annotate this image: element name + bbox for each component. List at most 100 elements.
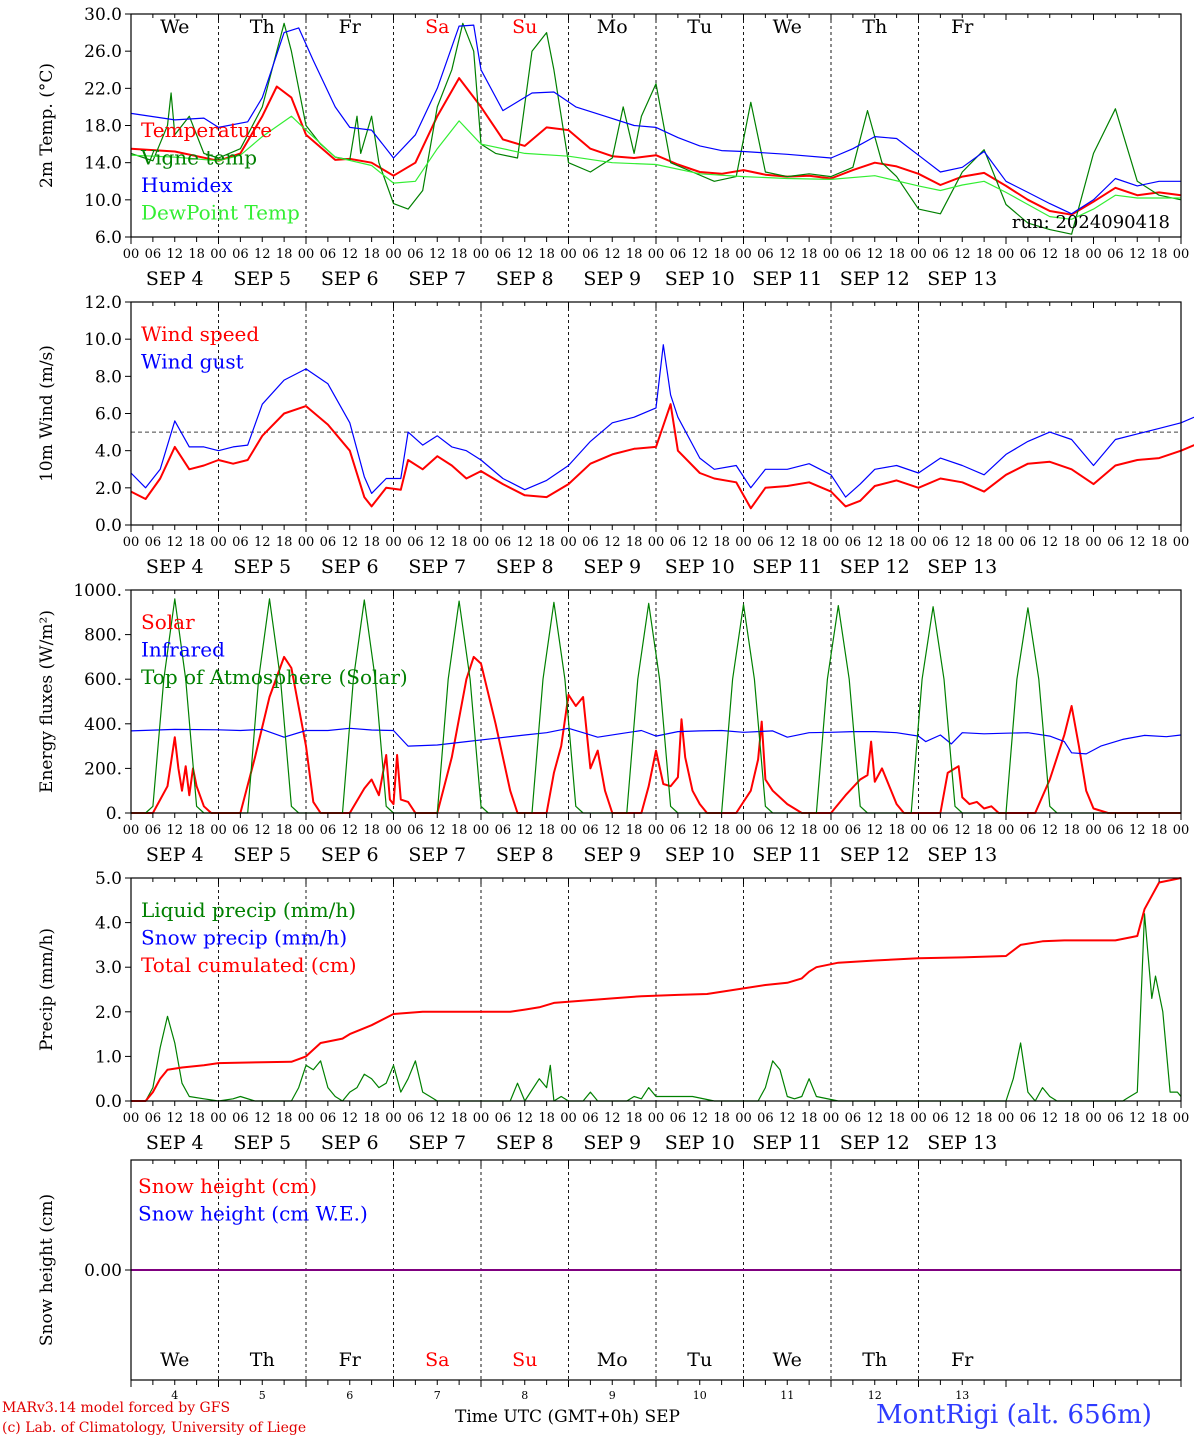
hour-tick-label: 12 <box>429 247 446 262</box>
hour-tick-label: 06 <box>757 535 774 550</box>
date-label: SEP 5 <box>233 268 291 290</box>
hour-tick-label: 12 <box>604 535 621 550</box>
hour-tick-label: 00 <box>1173 823 1190 838</box>
hour-tick-label: 18 <box>1063 1111 1080 1126</box>
hour-tick-label: 00 <box>385 823 402 838</box>
hour-tick-label: 00 <box>473 1111 490 1126</box>
hour-tick-label: 06 <box>932 1111 949 1126</box>
date-label: SEP 10 <box>665 844 735 866</box>
weekday-label: Fr <box>339 1349 362 1371</box>
hour-tick-label: 18 <box>626 247 643 262</box>
panel-wind: 0.0 2.0 4.0 6.0 8.0 10.0 12.0 10m Wind (m/s) 00 0… <box>37 293 1194 578</box>
weekday-label: Fr <box>339 16 362 38</box>
date-label: SEP 5 <box>233 556 291 578</box>
hour-tick-label: 12 <box>429 535 446 550</box>
date-label: SEP 12 <box>840 556 910 578</box>
date-label: SEP 13 <box>927 844 997 866</box>
run-annotation: run: 2024090418 <box>1012 212 1170 233</box>
legend-entry: Infrared <box>141 638 225 662</box>
y-tick-label: 1000. <box>73 581 122 601</box>
hour-tick-label: 06 <box>932 247 949 262</box>
date-label: SEP 6 <box>321 556 379 578</box>
date-label: SEP 4 <box>146 268 204 290</box>
hour-tick-label: 00 <box>735 535 752 550</box>
hour-tick-label: 18 <box>363 1111 380 1126</box>
hour-tick-label: 00 <box>823 247 840 262</box>
weekday-label: Tu <box>687 1349 712 1371</box>
weekday-label: Fr <box>951 1349 974 1371</box>
hour-tick-label: 06 <box>582 1111 599 1126</box>
hour-tick-label: 06 <box>407 247 424 262</box>
hour-tick-label: 06 <box>320 535 337 550</box>
hour-tick-label: 12 <box>254 823 271 838</box>
hour-tick-label: 12 <box>779 535 796 550</box>
hour-tick-label: 00 <box>735 247 752 262</box>
weekday-label: Th <box>862 1349 887 1371</box>
hour-tick-label: 06 <box>320 1111 337 1126</box>
hour-tick-label: 18 <box>976 535 993 550</box>
hour-tick-label: 12 <box>604 823 621 838</box>
hour-tick-label: 18 <box>1151 535 1168 550</box>
y-tick-label: 12.0 <box>84 293 122 313</box>
hour-tick-label: 06 <box>495 535 512 550</box>
hour-tick-label: 06 <box>757 1111 774 1126</box>
legend-entry: Solar <box>141 610 195 634</box>
date-label: SEP 10 <box>665 1132 735 1154</box>
hour-tick-label: 12 <box>1041 1111 1058 1126</box>
hour-tick-label: 12 <box>779 823 796 838</box>
day-number: 5 <box>259 1389 266 1402</box>
y-axis-label: Snow height (cm) <box>37 1194 57 1346</box>
weekday-label: Th <box>862 16 887 38</box>
weekday-label: Th <box>250 16 275 38</box>
hour-tick-label: 06 <box>1107 1111 1124 1126</box>
date-label: SEP 5 <box>233 844 291 866</box>
date-label: SEP 7 <box>408 268 466 290</box>
hour-tick-label: 18 <box>713 823 730 838</box>
y-tick-label: 0. <box>106 804 122 824</box>
date-label: SEP 7 <box>408 1132 466 1154</box>
date-label: SEP 4 <box>146 1132 204 1154</box>
hour-tick-label: 06 <box>845 535 862 550</box>
hour-tick-label: 06 <box>670 247 687 262</box>
hour-tick-label: 06 <box>232 535 249 550</box>
hour-tick-label: 06 <box>1020 535 1037 550</box>
hour-tick-label: 12 <box>866 1111 883 1126</box>
date-label: SEP 10 <box>665 268 735 290</box>
date-label: SEP 13 <box>927 268 997 290</box>
hour-tick-label: 12 <box>691 535 708 550</box>
hour-tick-label: 06 <box>495 823 512 838</box>
hour-tick-label: 00 <box>210 1111 227 1126</box>
hour-tick-label: 12 <box>166 535 183 550</box>
hour-tick-label: 18 <box>276 535 293 550</box>
hour-tick-label: 18 <box>801 823 818 838</box>
hour-tick-label: 06 <box>670 1111 687 1126</box>
hour-tick-label: 06 <box>845 247 862 262</box>
hour-tick-label: 18 <box>451 535 468 550</box>
legend-entry: Humidex <box>141 173 233 197</box>
weekday-label: Mo <box>597 1349 628 1371</box>
hour-tick-label: 12 <box>779 1111 796 1126</box>
y-tick-label: 6.0 <box>95 405 122 425</box>
hour-tick-label: 18 <box>888 823 905 838</box>
y-axis-label: Energy fluxes (W/m²) <box>37 610 57 793</box>
hour-tick-label: 18 <box>713 1111 730 1126</box>
date-label: SEP 4 <box>146 844 204 866</box>
weekday-label: We <box>773 1349 802 1371</box>
y-tick-label: 26.0 <box>84 42 122 62</box>
hour-tick-label: 00 <box>648 823 665 838</box>
hour-tick-label: 12 <box>516 1111 533 1126</box>
hour-tick-label: 00 <box>123 535 140 550</box>
weekday-label: Su <box>512 1349 537 1371</box>
date-label: SEP 6 <box>321 1132 379 1154</box>
hour-tick-label: 12 <box>166 247 183 262</box>
series-total-cumulated-cm <box>131 877 1182 1102</box>
weekday-label: We <box>160 1349 189 1371</box>
hour-tick-label: 06 <box>320 247 337 262</box>
y-tick-label: 400. <box>84 715 122 735</box>
hour-tick-label: 18 <box>888 1111 905 1126</box>
hour-tick-label: 12 <box>1129 535 1146 550</box>
date-label: SEP 4 <box>146 556 204 578</box>
hour-tick-label: 06 <box>582 247 599 262</box>
lab-credit: (c) Lab. of Climatology, University of L… <box>2 1420 307 1436</box>
